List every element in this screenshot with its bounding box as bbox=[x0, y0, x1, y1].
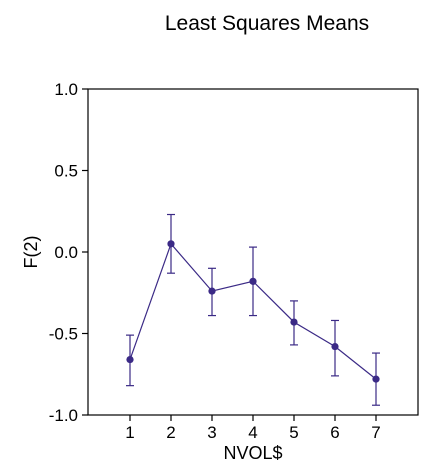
x-tick-label: 1 bbox=[125, 423, 134, 442]
data-point bbox=[331, 342, 339, 351]
y-tick-label: -1.0 bbox=[49, 406, 78, 425]
chart-title: Least Squares Means bbox=[165, 12, 369, 35]
y-tick-label: 0.5 bbox=[54, 162, 78, 181]
data-point bbox=[208, 287, 216, 295]
x-tick-label: 5 bbox=[289, 423, 298, 442]
x-tick-label: 4 bbox=[248, 423, 257, 442]
y-axis-label: F(2) bbox=[21, 236, 41, 269]
data-point bbox=[290, 318, 298, 326]
y-tick-label: -0.5 bbox=[49, 325, 78, 344]
x-axis: 1 2 3 4 5 6 7 bbox=[125, 415, 381, 442]
x-tick-label: 2 bbox=[166, 423, 175, 442]
data-point bbox=[126, 355, 134, 364]
y-tick-label: 0.0 bbox=[54, 243, 78, 262]
error-bars bbox=[126, 213, 380, 406]
y-axis: -1.0 -0.5 0.0 0.5 1.0 bbox=[49, 80, 88, 425]
data-point bbox=[249, 277, 257, 285]
x-tick-label: 6 bbox=[330, 423, 339, 442]
data-points bbox=[126, 240, 380, 383]
x-tick-label: 3 bbox=[207, 423, 216, 442]
x-axis-label: NVOL$ bbox=[223, 443, 282, 463]
x-tick-label: 7 bbox=[371, 423, 380, 442]
data-point bbox=[372, 375, 380, 383]
data-point bbox=[167, 240, 175, 248]
y-tick-label: 1.0 bbox=[54, 80, 78, 99]
